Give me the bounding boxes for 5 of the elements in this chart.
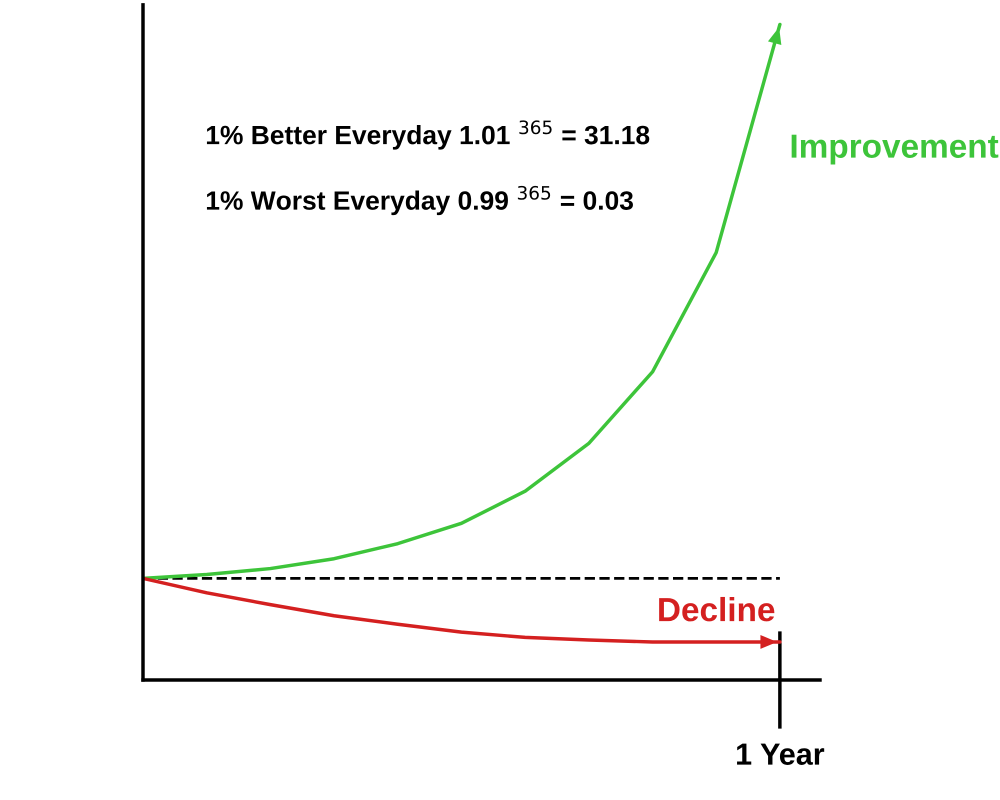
annotation: 1% Worst Everyday 0.99 $^{365}$ = 0.03 [206, 186, 633, 216]
series-label: Decline [659, 596, 774, 622]
series-label: Improvement [792, 134, 998, 165]
annotation: 1% Better Everyday 1.01 $^{365}$ = 31.18 [206, 120, 650, 150]
text: 1 Year [737, 744, 824, 765]
